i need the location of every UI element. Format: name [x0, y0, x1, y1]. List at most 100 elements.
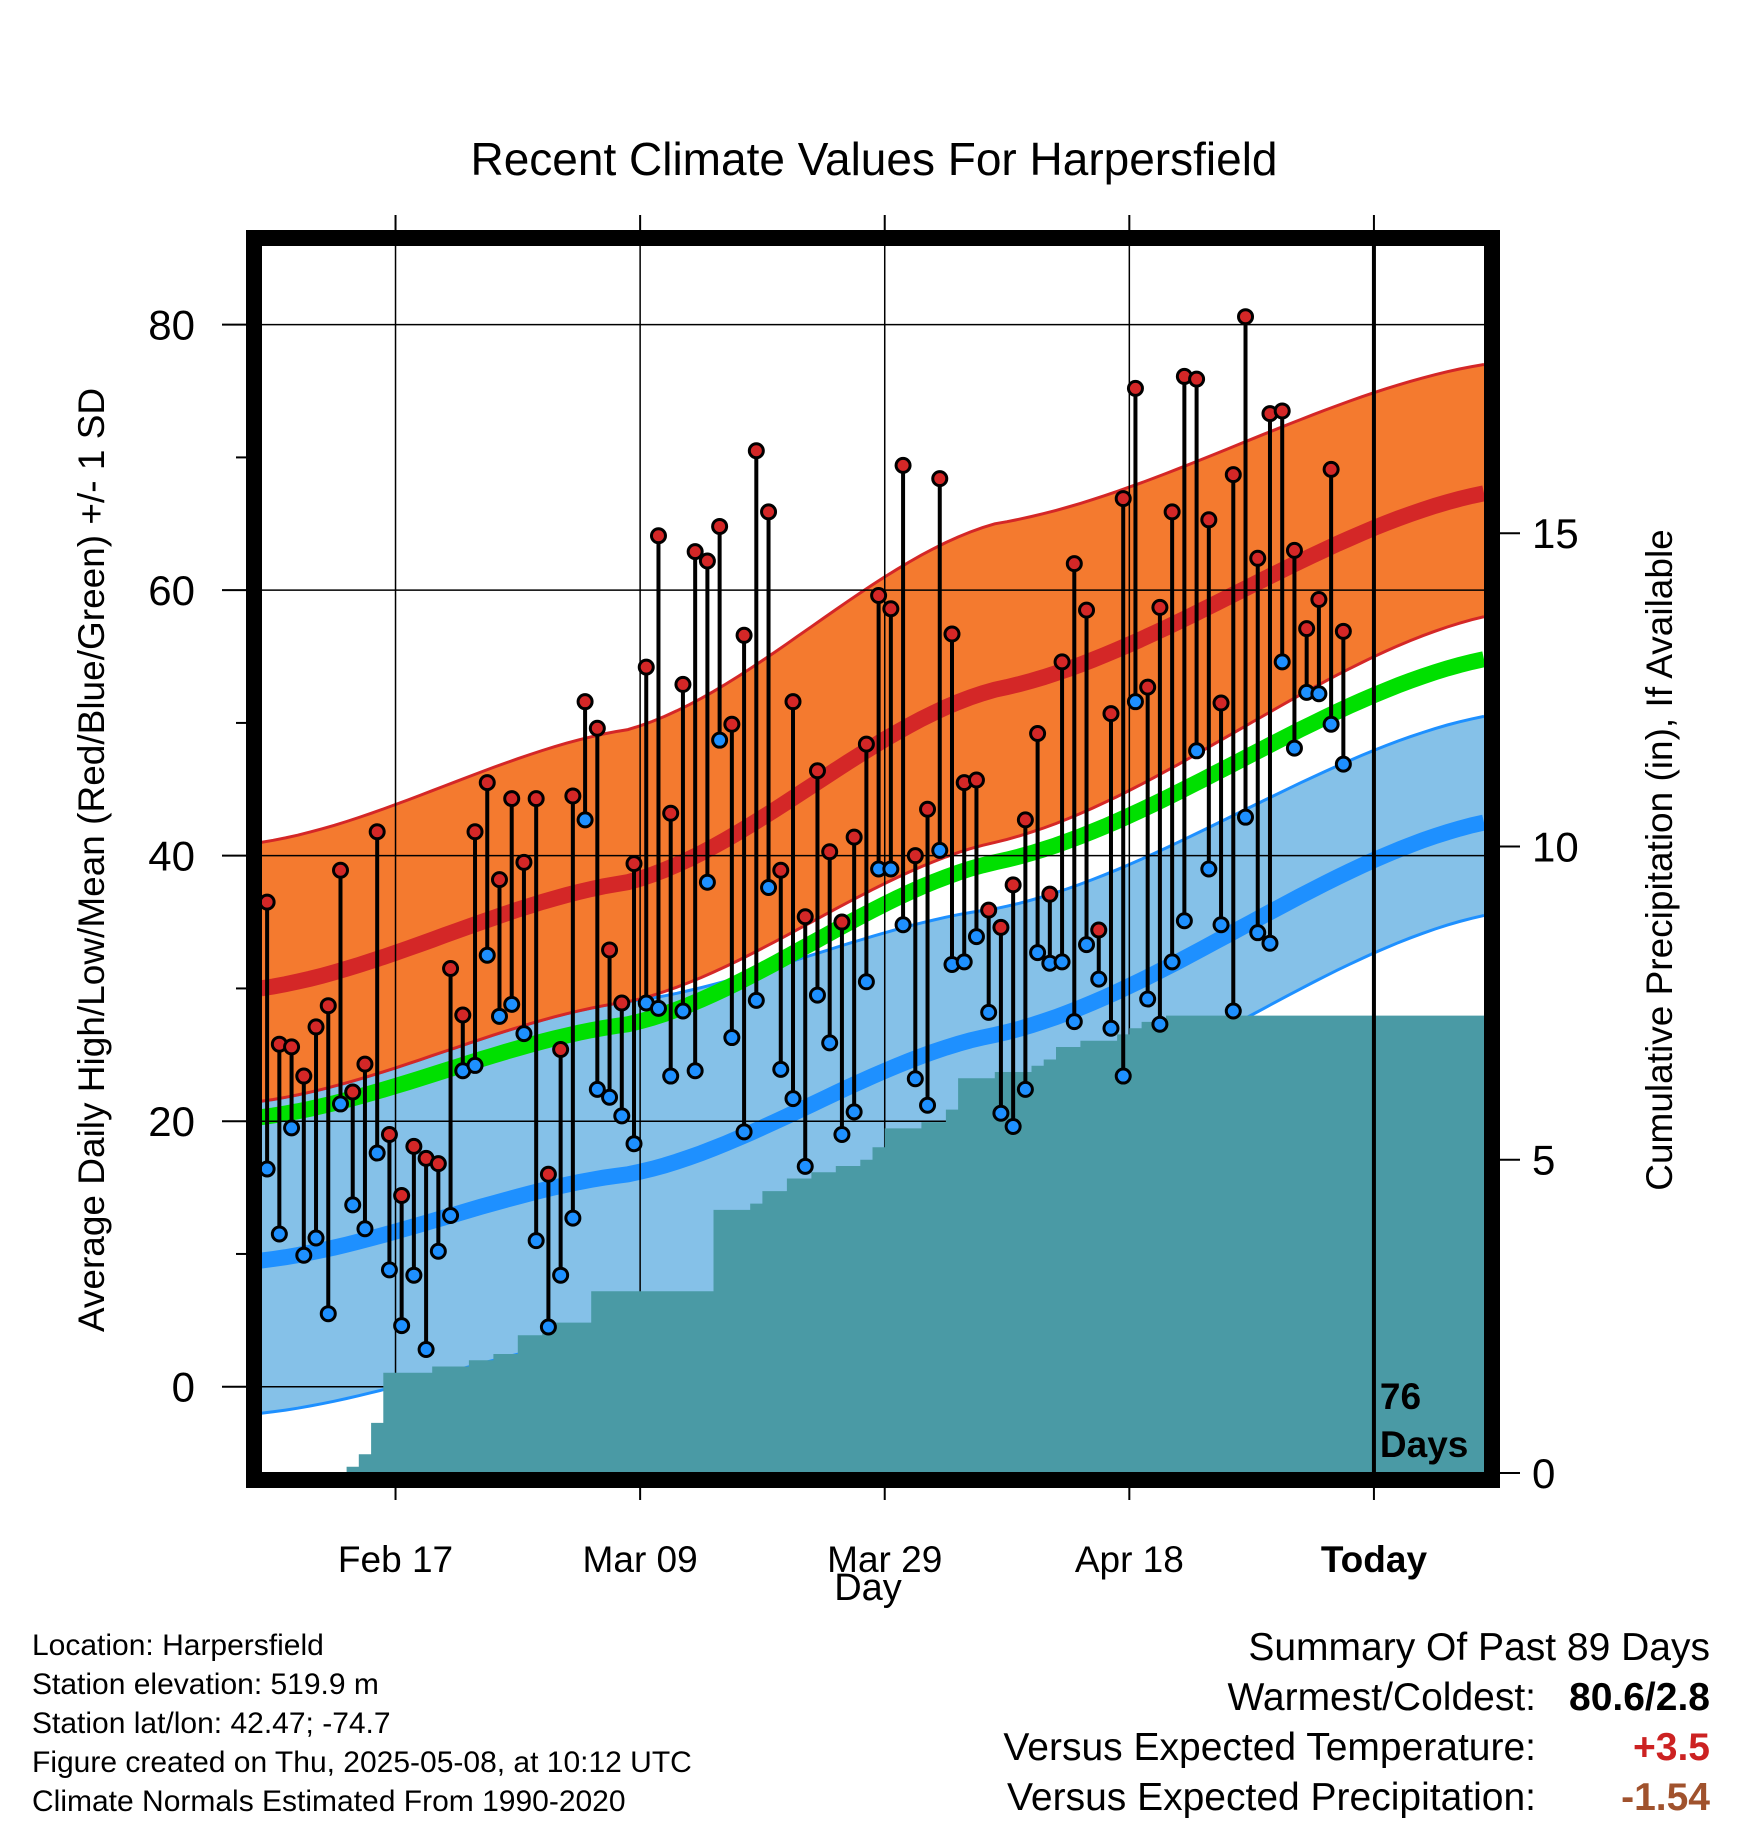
daily-low-point [283, 1119, 301, 1137]
daily-high-point [625, 855, 643, 873]
daily-high-point [686, 543, 704, 561]
daily-low-point [1273, 653, 1291, 671]
daily-low-point [1139, 990, 1157, 1008]
daily-low-point [1224, 1002, 1242, 1020]
daily-low-point [919, 1096, 937, 1114]
daily-low-point [821, 1034, 839, 1052]
daily-high-point [919, 800, 937, 818]
y-tick-label: 0 [172, 1364, 195, 1411]
daily-low-point [1163, 953, 1181, 971]
y2-tick-label: 15 [1532, 510, 1579, 557]
daily-high-point [1298, 620, 1316, 638]
daily-high-point [1016, 811, 1034, 829]
location-text: Location: Harpersfield [32, 1629, 324, 1662]
daily-high-point [344, 1083, 362, 1101]
daily-high-point [784, 693, 802, 711]
daily-low-point [833, 1125, 851, 1143]
daily-high-point [1139, 678, 1157, 696]
high-upper-edge [261, 363, 1484, 844]
summary-heading: Summary Of Past 89 Days [1248, 1626, 1710, 1669]
daily-high-point [1334, 622, 1352, 640]
daily-high-point [857, 735, 875, 753]
daily-low-point [1261, 934, 1279, 952]
daily-low-point [331, 1095, 349, 1113]
summary-heading-row: Summary Of Past 89 Days [810, 1626, 1710, 1676]
daily-low-point [711, 731, 729, 749]
daily-high-point [1212, 694, 1230, 712]
daily-low-point [1249, 924, 1267, 942]
daily-low-point [1322, 715, 1340, 733]
daily-high-point [1188, 370, 1206, 388]
temp-departure-label: Versus Expected Temperature: [1003, 1726, 1536, 1769]
x-tick-label: Today [1321, 1539, 1428, 1580]
daily-low-point [503, 995, 521, 1013]
daily-low-point [295, 1246, 313, 1264]
daily-low-point [992, 1104, 1010, 1122]
daily-low-point [429, 1242, 447, 1260]
x-axis-label: Day [834, 1567, 902, 1609]
daily-low-point [796, 1157, 814, 1175]
daily-high-point [261, 893, 276, 911]
daily-high-point [980, 901, 998, 919]
daily-high-point [442, 960, 460, 978]
daily-low-point [760, 879, 778, 897]
daily-high-point [870, 586, 888, 604]
daily-low-point [747, 991, 765, 1009]
daily-high-point [894, 456, 912, 474]
daily-high-point [552, 1041, 570, 1059]
y-tick-label: 20 [148, 1098, 195, 1145]
temp-departure-value: +3.5 [1633, 1726, 1710, 1769]
daily-low-point [515, 1025, 533, 1043]
daily-high-point [1090, 921, 1108, 939]
daily-high-point [613, 994, 631, 1012]
daily-low-point [845, 1103, 863, 1121]
daily-high-point [698, 552, 716, 570]
daily-low-point [894, 916, 912, 934]
daily-high-point [380, 1125, 398, 1143]
daily-low-point [674, 1002, 692, 1020]
daily-high-point [295, 1067, 313, 1085]
daily-low-point [1078, 936, 1096, 954]
daily-low-point [1285, 739, 1303, 757]
daily-high-point [931, 470, 949, 488]
daily-high-point [1114, 490, 1132, 508]
daily-low-point [270, 1225, 288, 1243]
daily-low-point [356, 1220, 374, 1238]
daily-low-point [698, 873, 716, 891]
daily-high-point [1053, 653, 1071, 671]
daily-low-point [380, 1261, 398, 1279]
daily-high-point [405, 1137, 423, 1155]
y-axis-label: Average Daily High/Low/Mean (Red/Blue/Gr… [71, 388, 112, 1332]
daily-low-point [784, 1090, 802, 1108]
x-tick-label: Mar 09 [583, 1539, 698, 1580]
x-tick-label: Apr 18 [1075, 1539, 1184, 1580]
daily-low-point [1310, 685, 1328, 703]
daily-low-point [261, 1160, 276, 1178]
y2-tick-label: 0 [1532, 1450, 1555, 1497]
daily-low-point [417, 1341, 435, 1359]
y2-axis-label: Cumulative Precipitation (in), If Availa… [1639, 529, 1680, 1191]
daily-high-point [808, 762, 826, 780]
daily-high-point [368, 823, 386, 841]
daily-high-point [796, 908, 814, 926]
daily-low-point [490, 1007, 508, 1025]
daily-high-point [1224, 466, 1242, 484]
daily-low-point [980, 1003, 998, 1021]
warm-cold-label: Warmest/Coldest: [1227, 1676, 1536, 1719]
daily-low-point [1212, 916, 1230, 934]
daily-high-point [711, 517, 729, 535]
daily-high-point [1041, 885, 1059, 903]
daily-low-point [808, 986, 826, 1004]
daily-high-point [1078, 601, 1096, 619]
daily-high-point [1029, 725, 1047, 743]
normals-text: Climate Normals Estimated From 1990-2020 [32, 1785, 626, 1818]
precip-departure-row: Versus Expected Precipitation: -1.54 [810, 1776, 1710, 1826]
daily-high-point [1285, 541, 1303, 559]
daily-high-point [1237, 308, 1255, 326]
daily-low-point [1065, 1013, 1083, 1031]
warm-cold-value: 80.6/2.8 [1569, 1676, 1710, 1719]
daily-low-point [319, 1305, 337, 1323]
warm-cold-row: Warmest/Coldest: 80.6/2.8 [810, 1676, 1710, 1726]
daily-high-point [478, 774, 496, 792]
today-days-annotation: 76 [1380, 1376, 1421, 1417]
